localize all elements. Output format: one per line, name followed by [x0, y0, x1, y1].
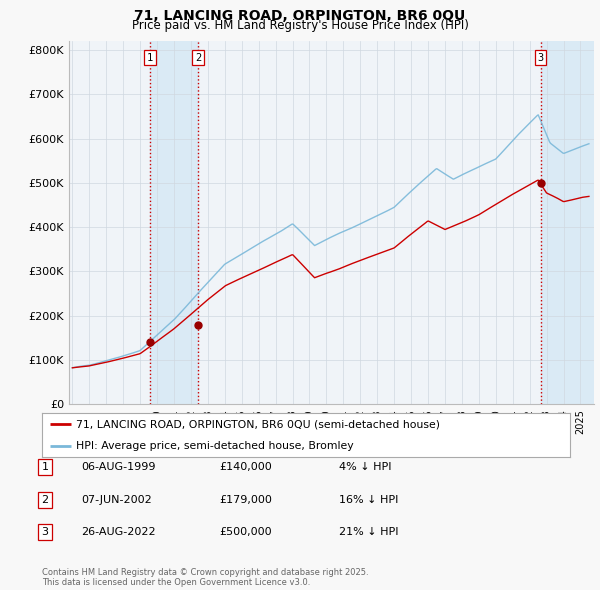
Text: 2: 2 [41, 495, 49, 504]
Text: Contains HM Land Registry data © Crown copyright and database right 2025.
This d: Contains HM Land Registry data © Crown c… [42, 568, 368, 587]
Text: £140,000: £140,000 [219, 463, 272, 472]
Text: HPI: Average price, semi-detached house, Bromley: HPI: Average price, semi-detached house,… [76, 441, 354, 451]
Text: 71, LANCING ROAD, ORPINGTON, BR6 0QU (semi-detached house): 71, LANCING ROAD, ORPINGTON, BR6 0QU (se… [76, 419, 440, 429]
Text: £500,000: £500,000 [219, 527, 272, 537]
Text: 07-JUN-2002: 07-JUN-2002 [81, 495, 152, 504]
Bar [150, 41, 198, 404]
Text: 1: 1 [147, 53, 153, 63]
Bar [541, 41, 594, 404]
Text: 4% ↓ HPI: 4% ↓ HPI [339, 463, 391, 472]
Text: 71, LANCING ROAD, ORPINGTON, BR6 0QU: 71, LANCING ROAD, ORPINGTON, BR6 0QU [134, 9, 466, 23]
Text: 16% ↓ HPI: 16% ↓ HPI [339, 495, 398, 504]
Text: 2: 2 [195, 53, 202, 63]
Text: 3: 3 [41, 527, 49, 537]
Text: 3: 3 [538, 53, 544, 63]
Text: £179,000: £179,000 [219, 495, 272, 504]
Text: 21% ↓ HPI: 21% ↓ HPI [339, 527, 398, 537]
Text: 26-AUG-2022: 26-AUG-2022 [81, 527, 155, 537]
Text: Price paid vs. HM Land Registry's House Price Index (HPI): Price paid vs. HM Land Registry's House … [131, 19, 469, 32]
Text: 1: 1 [41, 463, 49, 472]
Text: 06-AUG-1999: 06-AUG-1999 [81, 463, 155, 472]
